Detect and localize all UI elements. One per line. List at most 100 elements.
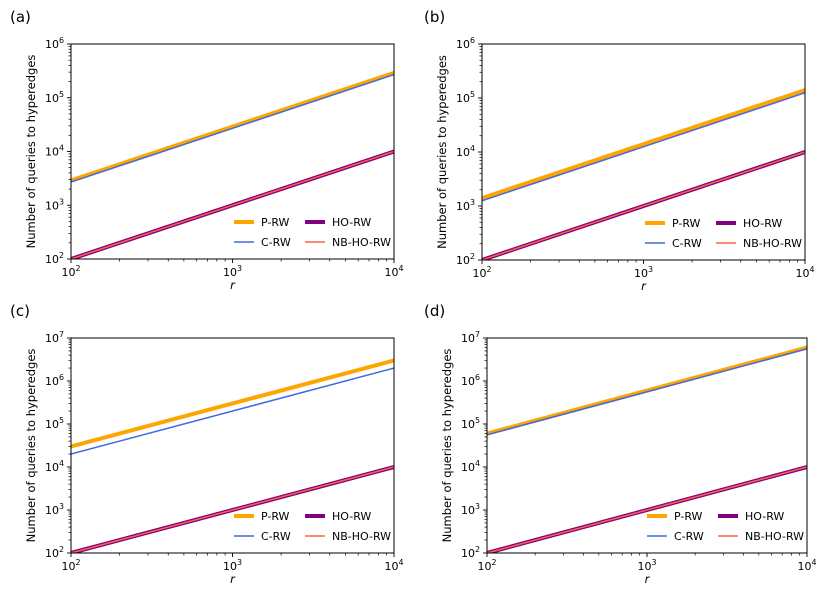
chart-panel-2: (b) 102 103 104 102 103 104 105 106 r Number of qu… [424, 8, 815, 293]
x-axis-label: r [230, 572, 236, 586]
x-tick-label: 104 [384, 558, 403, 573]
legend-item-ho-rw: HO-RW [305, 510, 371, 523]
chart-panel-1: (a) 102 103 104 102 103 104 105 106 r Number of qu… [10, 8, 404, 292]
legend-label: HO-RW [332, 216, 371, 229]
y-tick-label: 106 [45, 373, 64, 388]
series-line-c-rw [487, 348, 807, 436]
series-line-c-rw [71, 73, 394, 183]
x-tick-label: 103 [637, 558, 656, 573]
y-tick-label: 105 [456, 90, 475, 105]
series-lines [71, 71, 394, 259]
legend-label: NB-HO-RW [332, 236, 391, 249]
legend: P-RW HO-RW C-RW NB-HO-RW [234, 510, 391, 543]
x-tick-label: 104 [797, 558, 816, 573]
series-line-nb-ho-rw [482, 151, 805, 260]
y-tick-label: 103 [45, 502, 64, 517]
series-line-c-rw [482, 92, 805, 202]
y-tick-label: 104 [45, 144, 64, 159]
series-lines [482, 88, 805, 260]
y-axis-label: Number of queries to hyperedges [440, 349, 454, 543]
x-tick-label: 103 [634, 265, 653, 280]
legend-label: HO-RW [743, 217, 782, 230]
legend-item-p-rw: P-RW [234, 510, 290, 523]
chart-panel-4: (d) 102 103 104 102 103 104 105 106 107 r Number of… [424, 302, 817, 586]
x-tick-label: 104 [384, 264, 403, 279]
panel-label: (a) [10, 8, 31, 26]
legend-label: NB-HO-RW [745, 530, 804, 543]
series-line-p-rw [482, 88, 805, 201]
x-tick-label: 102 [61, 558, 80, 573]
x-axis-label: r [230, 278, 236, 292]
legend-item-ho-rw: HO-RW [718, 510, 784, 523]
series-line-p-rw [487, 345, 807, 436]
series-lines [487, 345, 807, 553]
legend-item-ho-rw: HO-RW [305, 216, 371, 229]
series-line-nb-ho-rw [71, 150, 394, 259]
y-tick-label: 107 [45, 330, 64, 345]
series-line-nb-ho-rw [487, 466, 807, 553]
series-line-p-rw [71, 71, 394, 183]
x-tick-label: 102 [477, 558, 496, 573]
y-tick-label: 102 [45, 251, 64, 266]
panel-label: (d) [424, 302, 445, 320]
y-tick-label: 105 [45, 90, 64, 105]
y-tick-label: 104 [456, 144, 475, 159]
y-tick-label: 105 [45, 416, 64, 431]
series-lines [71, 358, 394, 553]
y-tick-label: 105 [461, 416, 480, 431]
legend-item-p-rw: P-RW [645, 217, 701, 230]
panel-label: (c) [10, 302, 30, 320]
series-line-nb-ho-rw [71, 466, 394, 553]
legend-label: HO-RW [332, 510, 371, 523]
legend-item-c-rw: C-RW [234, 236, 291, 249]
y-tick-label: 102 [45, 545, 64, 560]
legend-label: C-RW [261, 236, 291, 249]
y-tick-label: 103 [461, 502, 480, 517]
x-tick-label: 103 [223, 264, 242, 279]
legend-item-nb-ho-rw: NB-HO-RW [305, 530, 391, 543]
series-line-p-rw [71, 358, 394, 449]
legend-item-c-rw: C-RW [647, 530, 704, 543]
legend-label: P-RW [261, 510, 290, 523]
legend: P-RW HO-RW C-RW NB-HO-RW [645, 217, 802, 250]
y-tick-label: 104 [45, 459, 64, 474]
y-axis-label: Number of queries to hyperedges [24, 55, 38, 249]
chart-panel-3: (c) 102 103 104 102 103 104 105 106 107 r Number of… [10, 302, 404, 586]
x-axis-label: r [645, 572, 651, 586]
y-axis-label: Number of queries to hyperedges [24, 349, 38, 543]
legend-label: P-RW [674, 510, 703, 523]
y-tick-label: 107 [461, 330, 480, 345]
legend: P-RW HO-RW C-RW NB-HO-RW [234, 216, 391, 249]
legend-label: C-RW [261, 530, 291, 543]
x-tick-label: 103 [223, 558, 242, 573]
x-tick-label: 104 [795, 265, 814, 280]
panel-label: (b) [424, 8, 445, 26]
legend-item-ho-rw: HO-RW [716, 217, 782, 230]
y-tick-label: 106 [461, 373, 480, 388]
y-tick-label: 103 [45, 197, 64, 212]
legend-label: P-RW [261, 216, 290, 229]
x-tick-label: 102 [61, 264, 80, 279]
legend-label: HO-RW [745, 510, 784, 523]
series-line-c-rw [71, 367, 394, 455]
legend-item-p-rw: P-RW [647, 510, 703, 523]
legend-label: NB-HO-RW [743, 237, 802, 250]
x-axis-label: r [641, 279, 647, 293]
y-tick-label: 106 [456, 36, 475, 51]
legend-label: P-RW [672, 217, 701, 230]
y-tick-label: 106 [45, 36, 64, 51]
legend-item-nb-ho-rw: NB-HO-RW [305, 236, 391, 249]
legend-item-nb-ho-rw: NB-HO-RW [716, 237, 802, 250]
x-tick-label: 102 [472, 265, 491, 280]
legend: P-RW HO-RW C-RW NB-HO-RW [647, 510, 804, 543]
y-axis-label: Number of queries to hyperedges [435, 55, 449, 249]
legend-item-p-rw: P-RW [234, 216, 290, 229]
legend-label: NB-HO-RW [332, 530, 391, 543]
legend-item-c-rw: C-RW [234, 530, 291, 543]
legend-item-c-rw: C-RW [645, 237, 702, 250]
legend-label: C-RW [674, 530, 704, 543]
y-tick-label: 104 [461, 459, 480, 474]
y-tick-label: 102 [461, 545, 480, 560]
y-tick-label: 103 [456, 198, 475, 213]
